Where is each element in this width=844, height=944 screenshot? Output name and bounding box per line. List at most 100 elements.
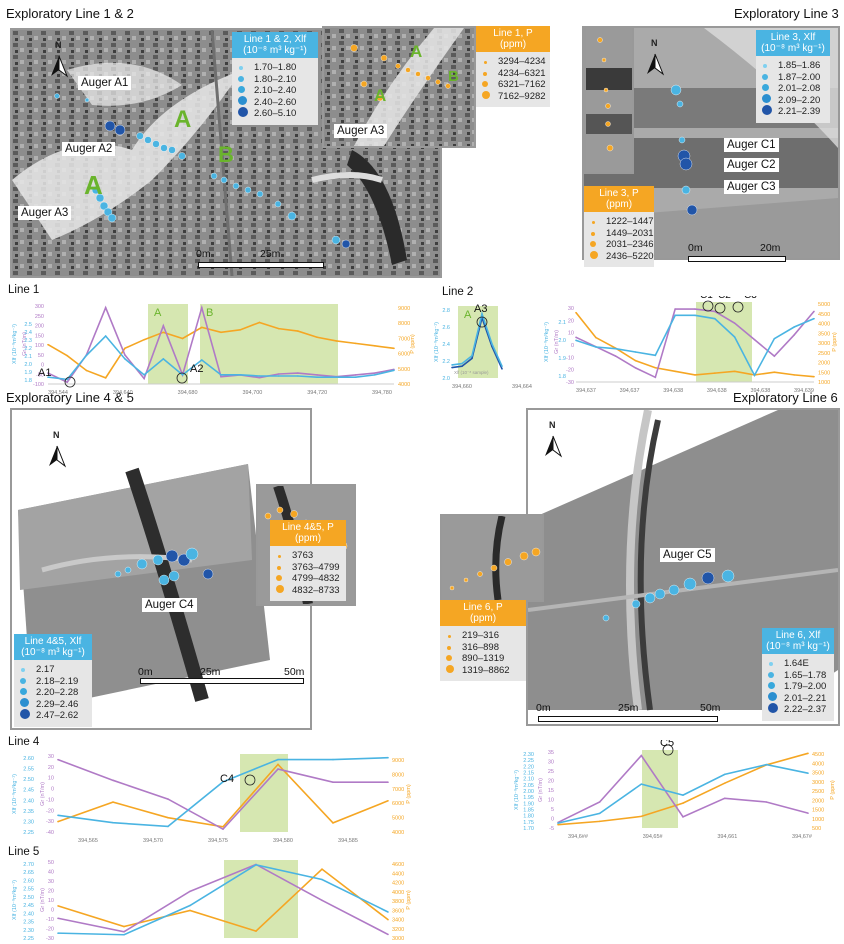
gr-series-point	[773, 355, 776, 357]
auger-a1-label: Auger A1	[78, 76, 132, 90]
p-series-point	[723, 782, 726, 784]
section-title-line-4-5: Exploratory Line 4 & 5	[6, 390, 134, 405]
legend-label: 4234–6321	[498, 67, 546, 79]
x-tick: 394,585	[338, 838, 358, 844]
xlf-series-a-point	[471, 354, 473, 357]
p-sample-point	[415, 71, 421, 77]
gr-tick: 25	[548, 769, 554, 775]
section-title-line-3: Exploratory Line 3	[734, 6, 839, 21]
xlf-series-point	[222, 781, 224, 783]
xlf-tick: 2.35	[23, 920, 34, 926]
p-tick: 4500	[812, 752, 824, 758]
xlf-sample-point	[683, 577, 697, 591]
legend-label: 4799–4832	[292, 573, 340, 585]
gr-tick: 10	[548, 798, 554, 804]
gr-series-point	[807, 812, 809, 814]
x-tick: 394,637	[576, 388, 596, 394]
gr-tick: -20	[46, 927, 54, 933]
inset-zone-a-2: A	[374, 86, 387, 105]
north-label: N	[55, 40, 62, 50]
legend-title: Line 1 & 2, Xlf	[243, 34, 307, 45]
legend-item: 2.20–2.28	[20, 687, 86, 699]
legend-swatch	[768, 671, 774, 678]
gr-tick: 30	[48, 754, 54, 760]
p-tick: 3200	[392, 927, 404, 933]
p-series-point	[595, 336, 597, 339]
scale-label-25: 25m	[260, 248, 281, 260]
xlf-sample-point	[185, 547, 199, 561]
legend-unit: (ppm)	[294, 533, 322, 544]
xlf-sample-point	[678, 136, 686, 144]
p-series-point	[220, 331, 222, 334]
xlf-series-point	[258, 375, 261, 377]
legend-item: 3763	[276, 550, 340, 562]
legend-item: 1.64E	[768, 658, 828, 670]
x-tick: 394,640	[113, 390, 133, 396]
xlf-series-point	[682, 794, 684, 796]
xlf-series-point	[387, 911, 389, 913]
p-series-point	[143, 338, 145, 341]
p-sample-point	[290, 510, 298, 518]
gr-series-point	[634, 367, 637, 369]
xlf-series-point	[124, 358, 126, 360]
xlf-sample-point	[178, 152, 186, 160]
xlf-sample-point	[721, 569, 735, 583]
point-label: C1	[700, 296, 713, 301]
p-series-point	[813, 375, 815, 378]
xlf-series-point	[723, 773, 726, 776]
xlf-tick: 2.0	[442, 376, 450, 382]
p-series-point	[258, 321, 261, 324]
legend-label: 3763–4799	[292, 561, 340, 573]
p-tick: 6000	[392, 801, 404, 807]
legend-swatch	[238, 107, 248, 118]
xlf-series-point	[332, 758, 334, 761]
gr-series-point	[258, 376, 261, 379]
legend-swatch	[238, 86, 245, 94]
scale-label-50: 50m	[700, 702, 721, 714]
xlf-series-point	[47, 376, 49, 378]
xlf-series-point	[674, 314, 676, 317]
xlf-tick: 2.0	[558, 338, 566, 344]
xlf-sample-point	[104, 120, 116, 132]
p-series-point	[354, 342, 357, 345]
p-series-point	[112, 801, 114, 803]
p-tick: 8000	[398, 321, 410, 327]
legend-swatch	[238, 75, 244, 82]
legend-swatch	[446, 664, 454, 673]
legend-item: 890–1319	[446, 653, 520, 665]
xlf-sample-point	[668, 584, 680, 596]
section-title-line-6: Exploratory Line 6	[733, 390, 838, 405]
p-series-point	[57, 905, 59, 907]
gr-tick: 5	[551, 807, 554, 813]
p-tick: 4600	[392, 862, 404, 868]
x-tick: 394,664	[512, 384, 532, 390]
p-series-point	[57, 820, 59, 823]
xlf-tick: 2.10	[523, 777, 534, 783]
legend-item: 1319–8862	[446, 664, 520, 677]
legend-line-4-5-xlf: Line 4&5, Xlf (10⁻⁸ m³ kg⁻¹) 2.17 2.18–2.1…	[14, 634, 92, 727]
xlf-tick: 2.2	[442, 359, 450, 365]
p-tick: 4500	[818, 312, 830, 318]
xlf-sample-point	[91, 185, 101, 195]
legend-swatch	[482, 81, 488, 88]
xlf-sample-point	[165, 549, 179, 563]
xlf-series-point	[335, 376, 338, 378]
x-tick: 394,639	[794, 388, 814, 394]
x-tick: 394,661	[717, 834, 737, 840]
gr-tick: -10	[46, 917, 54, 923]
p-tick: 4000	[392, 890, 404, 896]
xlf-series-point	[297, 375, 299, 377]
p-sample-point	[376, 94, 384, 102]
xlf-tick: 2.25	[23, 830, 34, 836]
legend-swatch	[590, 241, 596, 248]
legend-item: 2031–2346	[590, 239, 654, 251]
xlf-sample-point	[631, 599, 641, 609]
p-series-point	[321, 868, 323, 870]
legend-label: 2.09–2.20	[778, 94, 821, 106]
point-label: C2	[718, 296, 731, 301]
xlf-tick: 1.90	[523, 801, 534, 807]
y-axis-label-xlf: Xlf (10⁻⁸m³kg⁻¹)	[543, 322, 550, 362]
gr-series-point	[614, 355, 617, 357]
y-axis-label-p: P (ppm)	[406, 784, 412, 804]
legend-label: 2.40–2.60	[254, 96, 297, 108]
